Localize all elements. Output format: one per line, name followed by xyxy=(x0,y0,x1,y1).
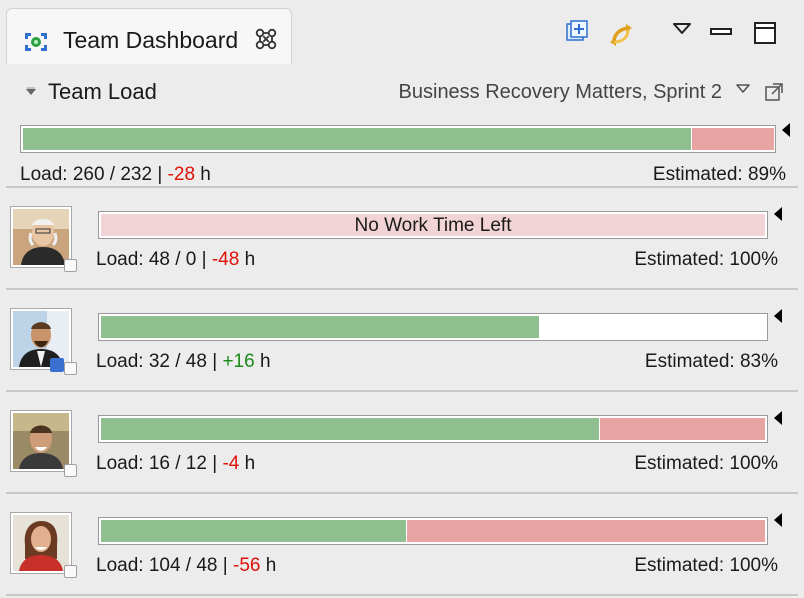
presence-status-icon xyxy=(64,565,77,578)
avatar[interactable] xyxy=(10,206,72,268)
load-bar-red-segment xyxy=(692,128,774,150)
maximize-icon[interactable] xyxy=(754,22,776,49)
row-divider xyxy=(6,390,798,392)
member-load-bar[interactable] xyxy=(98,415,768,443)
row-divider xyxy=(6,288,798,290)
close-icon[interactable] xyxy=(255,28,277,55)
team-estimated-text: Estimated: 89% xyxy=(652,164,786,185)
load-bar-red-segment xyxy=(600,418,765,440)
member-estimated-text: Estimated: 83% xyxy=(644,351,778,372)
bar-menu-arrow-icon[interactable] xyxy=(774,513,782,527)
bar-menu-arrow-icon[interactable] xyxy=(774,207,782,221)
row-divider xyxy=(6,186,798,188)
member-load-text: Load: 104 / 48 | -56 h xyxy=(96,555,277,576)
member-estimated-text: Estimated: 100% xyxy=(634,249,778,270)
minimize-icon[interactable] xyxy=(710,24,732,42)
synchronize-icon[interactable] xyxy=(606,20,636,55)
load-bar-green-segment xyxy=(101,520,406,542)
dropdown-icon[interactable] xyxy=(735,82,751,100)
bar-menu-arrow-icon[interactable] xyxy=(782,123,790,137)
view-tab-bar: Team Dashboard xyxy=(0,0,804,65)
section-header: Team Load Business Recovery Matters, Spr… xyxy=(6,64,798,122)
load-bar-green-segment xyxy=(23,128,691,150)
load-bar-red-segment xyxy=(101,214,765,236)
team-load-text: Load: 260 / 232 | -28 h xyxy=(20,164,211,185)
tab-title: Team Dashboard xyxy=(63,27,239,53)
team-dashboard-icon xyxy=(19,25,53,59)
view-menu-icon[interactable] xyxy=(672,22,692,41)
team-load-bar[interactable] xyxy=(20,125,776,153)
member-load-bar[interactable] xyxy=(98,313,768,341)
load-bar-red-segment xyxy=(407,520,765,542)
popout-icon[interactable] xyxy=(764,82,784,107)
load-bar-green-segment xyxy=(101,316,539,338)
new-view-icon[interactable] xyxy=(566,20,590,49)
row-divider xyxy=(6,594,798,596)
team-load-view: Team Load Business Recovery Matters, Spr… xyxy=(6,64,798,598)
bar-menu-arrow-icon[interactable] xyxy=(774,309,782,323)
load-delta: -28 xyxy=(167,164,196,185)
member-load-text: Load: 48 / 0 | -48 h xyxy=(96,249,256,270)
bar-status-text: No Work Time Left xyxy=(354,215,512,236)
load-delta: +16 xyxy=(222,351,255,372)
external-user-icon xyxy=(50,358,64,372)
presence-status-icon xyxy=(64,259,77,272)
avatar[interactable] xyxy=(10,308,72,370)
member-estimated-text: Estimated: 100% xyxy=(634,453,778,474)
member-load-bar[interactable] xyxy=(98,517,768,545)
tab-team-dashboard[interactable]: Team Dashboard xyxy=(6,8,292,65)
load-delta: -4 xyxy=(222,453,240,474)
section-title[interactable]: Team Load xyxy=(48,79,157,104)
sprint-label: Business Recovery Matters, Sprint 2 xyxy=(398,81,722,103)
presence-status-icon xyxy=(64,362,77,375)
member-load-text: Load: 16 / 12 | -4 h xyxy=(96,453,256,474)
load-delta: -48 xyxy=(211,249,240,270)
load-bar-green-segment xyxy=(101,418,599,440)
avatar[interactable] xyxy=(10,410,72,472)
presence-status-icon xyxy=(64,464,77,477)
collapse-twisty-icon[interactable] xyxy=(25,85,37,100)
load-delta: -56 xyxy=(233,555,261,576)
member-estimated-text: Estimated: 100% xyxy=(634,555,778,576)
member-load-bar[interactable]: No Work Time Left xyxy=(98,211,768,239)
member-load-text: Load: 32 / 48 | +16 h xyxy=(96,351,271,372)
bar-menu-arrow-icon[interactable] xyxy=(774,411,782,425)
row-divider xyxy=(6,492,798,494)
avatar[interactable] xyxy=(10,512,72,574)
